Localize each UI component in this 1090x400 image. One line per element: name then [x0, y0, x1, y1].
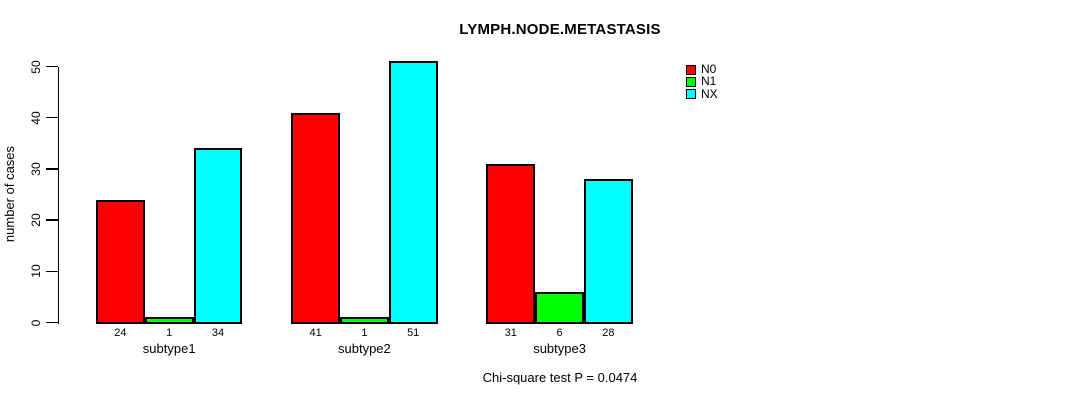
- bar-subtype2-N1: [340, 317, 389, 325]
- y-tick-mark: [45, 321, 58, 324]
- bar-subtype2-NX: [388, 61, 438, 325]
- y-axis-title: number of cases: [0, 146, 70, 242]
- legend-label-N0: N0: [701, 62, 717, 76]
- bar-subtype3-N1: [535, 291, 584, 325]
- caption-annotation: Chi-square test P = 0.0474: [482, 370, 638, 385]
- y-tick-label: 40: [29, 111, 43, 125]
- y-tick-mark: [45, 116, 58, 119]
- legend-label-N1: N1: [701, 74, 717, 89]
- bar-value-label: 28: [602, 326, 615, 339]
- legend: N0 N1 NX: [686, 62, 718, 101]
- y-axis-title-text: number of cases: [2, 145, 17, 243]
- bar-subtype3-N0: [486, 163, 536, 325]
- bar-subtype1-N1: [144, 317, 194, 325]
- y-tick-label: 30: [29, 162, 43, 176]
- bar-value-label: 51: [407, 326, 420, 339]
- y-tick-label: 10: [29, 264, 43, 278]
- chart-title: LYMPH.NODE.METASTASIS: [459, 21, 661, 38]
- legend-row-N0: N0: [686, 62, 718, 76]
- bar-subtype1-NX: [193, 148, 243, 325]
- legend-row-N1: N1: [686, 74, 718, 89]
- bar-subtype2-N0: [291, 112, 340, 325]
- legend-row-NX: NX: [686, 86, 718, 101]
- category-label-subtype1: subtype1: [142, 341, 196, 356]
- bar-value-label: 31: [504, 326, 517, 339]
- bar-value-label: 1: [361, 326, 368, 339]
- category-label-subtype3: subtype3: [533, 341, 586, 356]
- y-tick-label: 50: [29, 59, 43, 74]
- bar-value-label: 6: [556, 326, 563, 339]
- bar-subtype1-N0: [96, 199, 145, 325]
- bar-value-label: 34: [211, 326, 225, 339]
- bar-subtype3-NX: [584, 179, 633, 325]
- bar-value-label: 41: [309, 326, 322, 339]
- y-axis-line: [57, 66, 59, 324]
- y-tick-mark: [45, 219, 58, 221]
- y-tick-label: 0: [29, 319, 43, 326]
- y-tick-mark: [45, 168, 58, 170]
- bar-value-label: 1: [166, 326, 173, 339]
- category-label-subtype2: subtype2: [338, 341, 391, 356]
- legend-swatch-N1: [686, 76, 696, 87]
- y-tick-label: 20: [29, 213, 43, 227]
- y-tick-mark: [45, 270, 58, 273]
- legend-swatch-NX: [686, 89, 696, 100]
- legend-label-NX: NX: [701, 86, 718, 101]
- bar-value-label: 24: [114, 326, 127, 339]
- legend-swatch-N0: [686, 64, 696, 75]
- y-tick-mark: [45, 65, 58, 68]
